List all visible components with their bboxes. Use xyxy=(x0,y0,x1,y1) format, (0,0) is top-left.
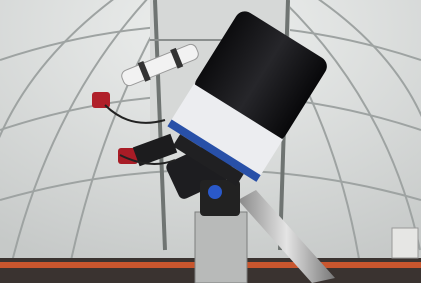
photo xyxy=(0,0,421,283)
wall-box xyxy=(392,228,418,258)
mount-light xyxy=(208,185,222,199)
camera xyxy=(92,92,110,108)
pier xyxy=(195,212,247,283)
page xyxy=(0,0,421,283)
mount-base xyxy=(200,180,240,216)
